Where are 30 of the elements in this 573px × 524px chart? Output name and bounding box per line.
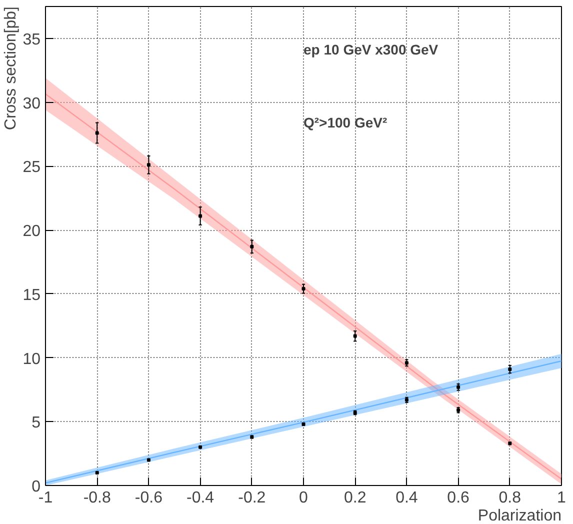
x-tick-label: 0.8 [498,490,522,506]
point [198,214,202,218]
annotation: Q²>100 GeV² [304,114,388,130]
x-tick-label: -0.2 [238,490,266,506]
point [353,334,357,338]
y-tick-label: 20 [22,223,41,240]
point [250,244,254,248]
y-tick-label: 35 [22,31,41,48]
y-tick-label: 0 [32,478,41,496]
point [95,131,99,135]
point [302,287,306,291]
x-tick-label: 0.4 [396,490,418,506]
point [146,163,150,167]
x-tick-label: -1 [38,490,53,506]
x-axis-title: Polarization [478,508,562,524]
y-tick-label: 25 [22,159,41,176]
y-tick-label: 30 [22,95,41,112]
x-tick-label: -0.6 [134,490,163,506]
y-tick-label: 5 [32,414,41,432]
annotation: ep 10 GeV x300 GeV [304,42,439,58]
x-tick-label: 1 [557,490,566,506]
x-tick-label: 0.6 [447,490,470,506]
point [508,368,512,372]
y-axis-title: Cross section[pb] [2,6,20,130]
y-tick-label: 10 [22,350,41,368]
y-tick-label: 15 [22,286,41,304]
x-tick-label: 0 [299,490,308,506]
x-tick-label: 0.2 [344,490,366,506]
x-tick-label: -0.8 [83,490,111,506]
x-tick-label: -0.4 [186,490,214,506]
